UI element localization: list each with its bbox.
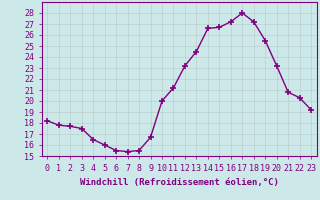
X-axis label: Windchill (Refroidissement éolien,°C): Windchill (Refroidissement éolien,°C) (80, 178, 279, 187)
